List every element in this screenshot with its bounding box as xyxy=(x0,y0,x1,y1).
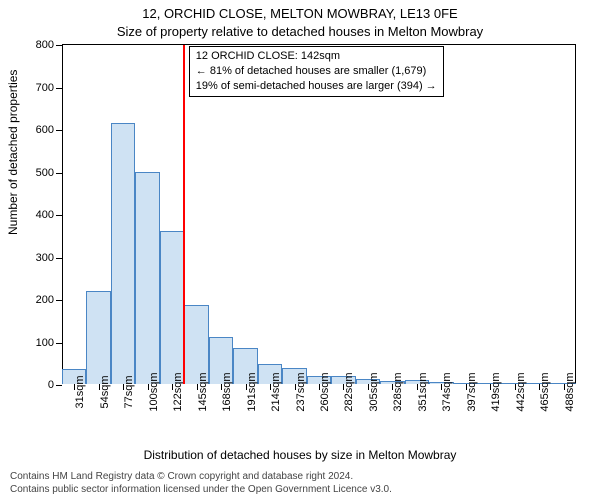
y-tick-label: 700 xyxy=(36,82,54,94)
x-tick-label: 328sqm xyxy=(392,372,404,411)
x-tick-label: 351sqm xyxy=(417,372,429,411)
attribution: Contains HM Land Registry data © Crown c… xyxy=(10,470,590,496)
histogram-bar xyxy=(86,291,110,385)
infobox-line3: 19% of semi-detached houses are larger (… xyxy=(196,79,437,94)
y-axis-line xyxy=(62,45,63,384)
y-tick xyxy=(56,215,62,216)
y-tick-label: 200 xyxy=(36,294,54,306)
x-tick-label: 31sqm xyxy=(74,375,86,408)
x-tick-label: 168sqm xyxy=(221,372,233,411)
y-tick xyxy=(56,385,62,386)
x-tick-label: 419sqm xyxy=(490,372,502,411)
y-tick-label: 800 xyxy=(36,39,54,51)
y-tick-label: 300 xyxy=(36,252,54,264)
infobox-line2: ← 81% of detached houses are smaller (1,… xyxy=(196,64,437,79)
x-tick-label: 397sqm xyxy=(466,372,478,411)
x-tick-label: 77sqm xyxy=(123,375,135,408)
y-tick xyxy=(56,173,62,174)
x-tick-label: 260sqm xyxy=(319,372,331,411)
x-tick-label: 374sqm xyxy=(441,372,453,411)
y-tick-label: 600 xyxy=(36,124,54,136)
y-tick xyxy=(56,258,62,259)
page-title-line2: Size of property relative to detached ho… xyxy=(0,24,600,39)
infobox-line1: 12 ORCHID CLOSE: 142sqm xyxy=(196,49,437,64)
reference-line xyxy=(183,45,185,384)
x-tick-label: 488sqm xyxy=(564,372,576,411)
x-tick-label: 100sqm xyxy=(148,372,160,411)
y-tick-label: 100 xyxy=(36,337,54,349)
y-tick xyxy=(56,300,62,301)
y-tick xyxy=(56,88,62,89)
y-tick-label: 400 xyxy=(36,209,54,221)
y-tick xyxy=(56,130,62,131)
reference-infobox: 12 ORCHID CLOSE: 142sqm ← 81% of detache… xyxy=(189,46,444,97)
x-axis-label: Distribution of detached houses by size … xyxy=(0,448,600,462)
histogram-bar xyxy=(111,123,135,384)
x-tick-label: 305sqm xyxy=(368,372,380,411)
histogram-bar xyxy=(160,231,184,384)
y-tick xyxy=(56,343,62,344)
y-axis-label: Number of detached properties xyxy=(6,70,20,235)
y-tick-label: 500 xyxy=(36,167,54,179)
x-tick-label: 214sqm xyxy=(270,372,282,411)
x-tick-label: 54sqm xyxy=(99,375,111,408)
x-tick-label: 465sqm xyxy=(539,372,551,411)
x-tick-label: 237sqm xyxy=(295,372,307,411)
x-tick-label: 145sqm xyxy=(197,372,209,411)
y-tick xyxy=(56,45,62,46)
attribution-line1: Contains HM Land Registry data © Crown c… xyxy=(10,470,590,483)
x-tick-label: 282sqm xyxy=(343,372,355,411)
attribution-line2: Contains public sector information licen… xyxy=(10,483,590,496)
histogram-bar xyxy=(135,172,159,385)
page-title-line1: 12, ORCHID CLOSE, MELTON MOWBRAY, LE13 0… xyxy=(0,6,600,21)
x-tick-label: 191sqm xyxy=(246,372,258,411)
y-tick-label: 0 xyxy=(48,379,54,391)
x-tick-label: 442sqm xyxy=(515,372,527,411)
